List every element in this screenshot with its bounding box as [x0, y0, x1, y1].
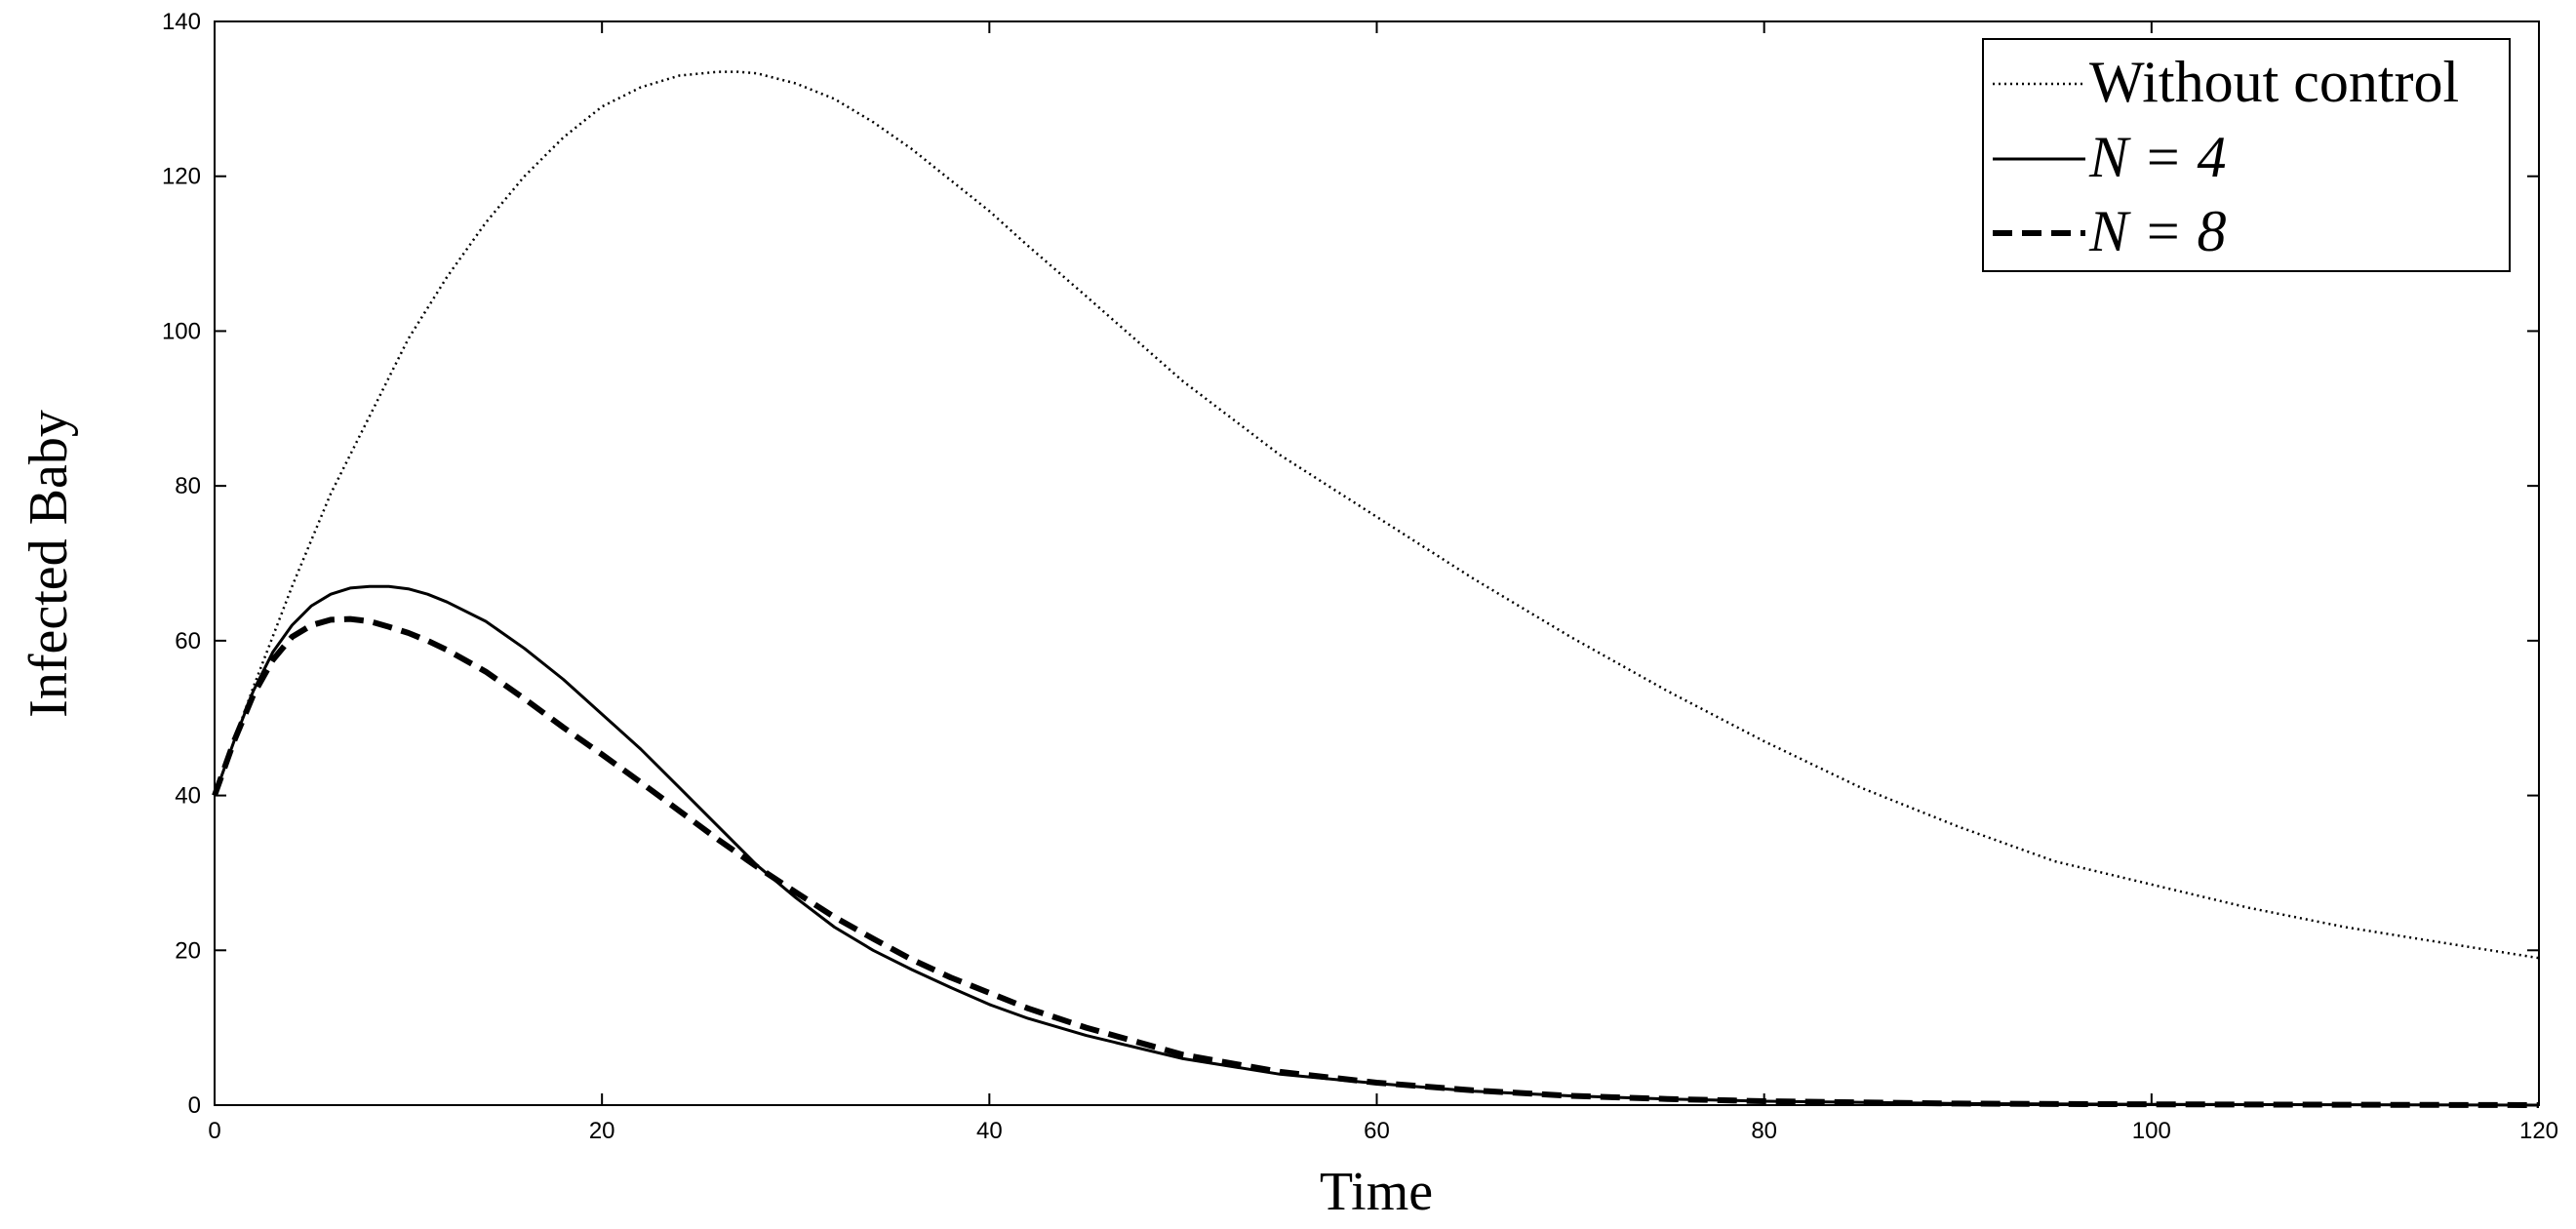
y-axis-title: Infected Baby — [19, 410, 79, 718]
x-axis: 0 20 40 60 80 100 120 — [208, 21, 2558, 1144]
y-tick-label: 120 — [162, 164, 201, 190]
series-line-dotted — [213, 70, 2540, 960]
y-tick-label: 20 — [175, 937, 201, 964]
y-axis: 0 20 40 60 80 100 120 140 — [162, 9, 2539, 1119]
y-tick-label: 60 — [175, 628, 201, 654]
y-tick-label: 0 — [188, 1092, 201, 1119]
x-tick-label: 120 — [2519, 1118, 2558, 1144]
y-tick-label: 140 — [162, 9, 201, 35]
x-tick-label: 0 — [208, 1118, 220, 1144]
series-line-dashed — [212, 615, 2540, 1108]
y-tick-label: 80 — [175, 473, 201, 499]
legend-label-n4: N = 4 — [2088, 125, 2227, 189]
x-tick-label: 80 — [1751, 1118, 1777, 1144]
x-tick-label: 60 — [1364, 1118, 1390, 1144]
x-tick-label: 40 — [976, 1118, 1003, 1144]
x-axis-title: Time — [1320, 1162, 1433, 1222]
legend-label-n8: N = 8 — [2088, 199, 2227, 263]
x-tick-label: 20 — [589, 1118, 615, 1144]
x-tick-label: 100 — [2132, 1118, 2171, 1144]
legend-label-without-control: Without control — [2089, 50, 2459, 114]
y-tick-label: 100 — [162, 318, 201, 344]
y-tick-label: 40 — [175, 783, 201, 810]
legend: Without control N = 4 N = 8 — [1982, 38, 2511, 272]
series-layer — [212, 70, 2540, 1108]
